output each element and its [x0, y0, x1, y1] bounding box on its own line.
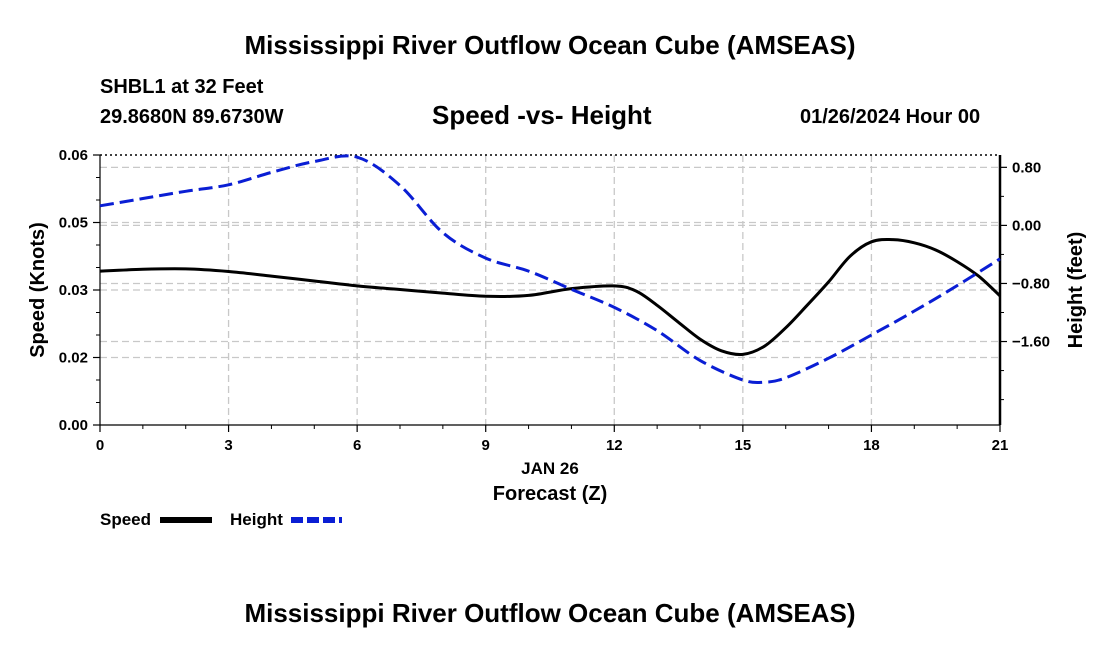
y-right-tick-label-1: 0.00 — [1012, 217, 1041, 234]
y-left-tick-label-0: 0.00 — [59, 417, 88, 434]
y-axis-right-label: Height (feet) — [1065, 232, 1087, 349]
legend-label-speed: Speed — [100, 510, 151, 529]
legend-label-height: Height — [230, 510, 283, 529]
y-left-tick-label-1: 0.02 — [59, 350, 88, 367]
x-tick-label-6: 6 — [353, 437, 361, 454]
x-tick-label-3: 3 — [224, 437, 232, 454]
y-left-tick-label-4: 0.06 — [59, 147, 88, 164]
footer-title: Mississippi River Outflow Ocean Cube (AM… — [244, 598, 856, 628]
x-tick-label-9: 9 — [482, 437, 490, 454]
y-right-tick-label-3: −1.60 — [1012, 334, 1050, 351]
grid-lines — [100, 155, 1000, 425]
y-left-tick-label-2: 0.03 — [59, 282, 88, 299]
x-tick-label-0: 0 — [96, 437, 104, 454]
x-tick-label-15: 15 — [735, 437, 752, 454]
y-right-tick-label-2: −0.80 — [1012, 275, 1050, 292]
series-line-speed — [99, 237, 1002, 357]
chart-subtitle: Speed -vs- Height — [432, 100, 652, 130]
datetime-label: 01/26/2024 Hour 00 — [800, 106, 981, 128]
x-axis-label: Forecast (Z) — [493, 483, 607, 505]
chart-title: Mississippi River Outflow Ocean Cube (AM… — [244, 30, 856, 60]
y-axis-left-label: Speed (Knots) — [27, 222, 49, 358]
legend: Speed Height — [100, 510, 342, 529]
x-tick-label-21: 21 — [992, 437, 1009, 454]
x-tick-label-12: 12 — [606, 437, 623, 454]
x-axis-date-label: JAN 26 — [521, 459, 579, 478]
y-right-tick-label-0: 0.80 — [1012, 159, 1041, 176]
axes: 0 3 6 9 12 15 18 21 0.00 0.02 0.03 0.05 0.06 0.80 0.00… — [59, 147, 1050, 454]
series-line-height — [99, 154, 1001, 385]
coordinates-label: 29.8680N 89.6730W — [100, 106, 284, 128]
y-left-tick-label-3: 0.05 — [59, 215, 88, 232]
station-label: SHBL1 at 32 Feet — [100, 76, 264, 98]
x-tick-label-18: 18 — [863, 437, 880, 454]
series-lines — [99, 154, 1002, 385]
